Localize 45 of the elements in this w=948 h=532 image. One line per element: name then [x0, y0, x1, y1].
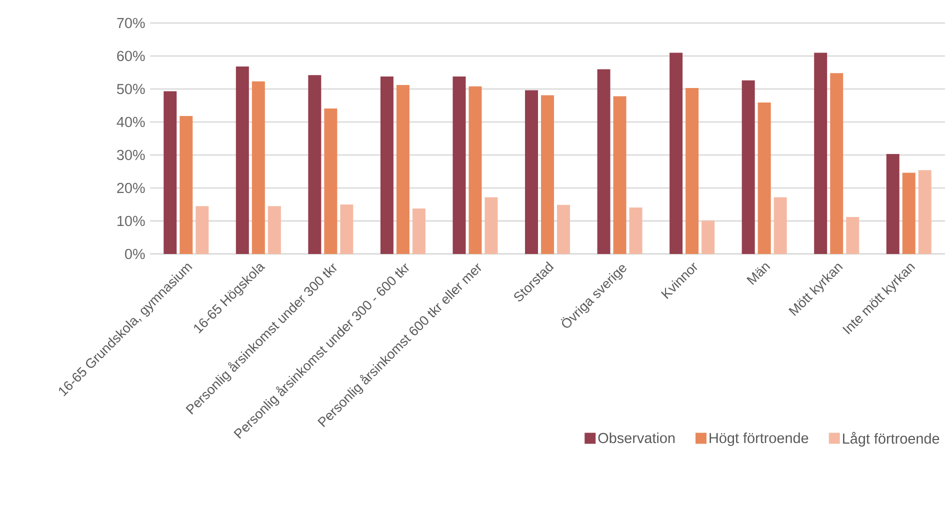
y-tick-label: 0%: [125, 248, 145, 260]
bar: [830, 73, 844, 254]
bar: [196, 206, 209, 254]
bar: [396, 85, 410, 254]
bar: [814, 52, 828, 254]
bar: [340, 204, 354, 254]
bar: [629, 207, 642, 254]
bar: [742, 80, 755, 254]
bar: [525, 90, 538, 254]
bar: [236, 66, 249, 254]
bar: [557, 204, 570, 254]
y-tick-label: 50%: [116, 84, 145, 94]
bar: [180, 116, 193, 254]
bar: [164, 91, 177, 254]
bar: [380, 76, 394, 254]
y-tick-label: 10%: [118, 216, 145, 226]
bar: [613, 96, 626, 254]
bar: [670, 52, 683, 254]
legend-label: Observation: [598, 432, 675, 444]
y-tick-label: 40%: [116, 116, 145, 128]
bar: [412, 208, 426, 254]
bar: [484, 197, 498, 254]
bar: [308, 75, 322, 254]
y-tick-label: 60%: [117, 50, 145, 62]
bar: [452, 76, 466, 254]
bar: [918, 170, 932, 254]
bar: [597, 69, 610, 254]
bar: [702, 220, 715, 254]
bar: [252, 81, 265, 254]
bar: [468, 86, 482, 254]
bar: [324, 108, 338, 254]
bar: [774, 197, 787, 254]
y-tick-label: 70%: [117, 18, 145, 28]
x-tick-label: Män: [746, 263, 770, 285]
bar: [268, 206, 281, 254]
bar: [541, 95, 554, 254]
bar: [758, 102, 771, 254]
y-tick-label: 30%: [116, 150, 145, 160]
bar: [902, 172, 916, 254]
y-tick-label: 20%: [117, 182, 145, 194]
bar: [846, 217, 860, 254]
legend-label: Lågt förtroende: [843, 432, 940, 447]
bar: [886, 154, 900, 254]
bar: [686, 88, 699, 254]
legend-label: Högt förtroende: [710, 432, 808, 446]
